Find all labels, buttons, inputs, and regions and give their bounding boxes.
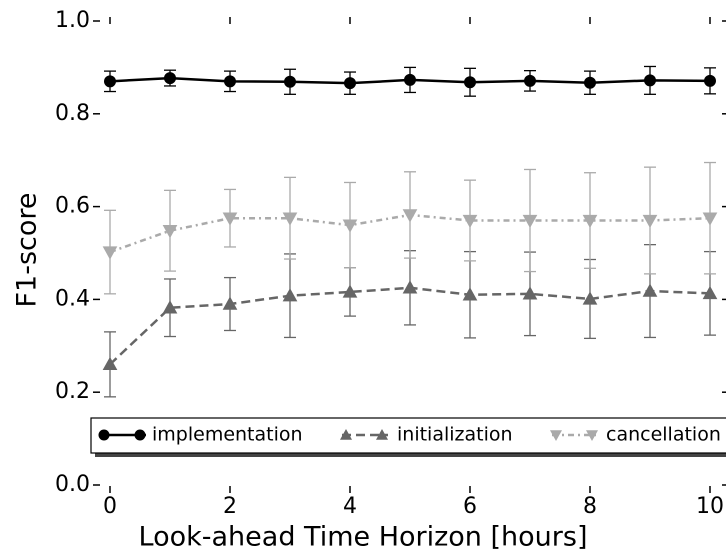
x-tick-label: 0 xyxy=(103,494,117,519)
legend-marker xyxy=(134,429,146,441)
data-point xyxy=(642,214,658,229)
x-tick-label: 2 xyxy=(223,494,237,519)
data-point xyxy=(282,288,298,302)
data-point xyxy=(342,284,358,298)
x-tick-label: 10 xyxy=(696,494,724,519)
data-point xyxy=(584,76,596,89)
y-axis-label: F1-score xyxy=(12,192,43,307)
y-tick-label: 0.6 xyxy=(55,194,90,219)
x-tick-label: 4 xyxy=(343,494,357,519)
data-point xyxy=(464,76,476,89)
legend-marker xyxy=(376,429,388,440)
legend-marker xyxy=(340,429,352,440)
data-point xyxy=(644,74,656,87)
data-point xyxy=(522,214,538,229)
data-point xyxy=(402,280,418,294)
legend-frame xyxy=(90,417,726,454)
legend-label: initialization xyxy=(397,424,513,446)
data-point xyxy=(642,283,658,297)
data-point xyxy=(222,296,238,310)
data-point xyxy=(704,74,716,87)
y-tick-label: 1.0 xyxy=(55,8,90,33)
data-point xyxy=(582,214,598,229)
legend-label: implementation xyxy=(152,424,303,446)
data-point xyxy=(284,75,296,88)
data-point xyxy=(164,72,176,85)
data-point xyxy=(524,74,536,87)
data-point xyxy=(224,75,236,88)
data-point xyxy=(582,291,598,305)
data-point xyxy=(104,75,116,88)
data-point xyxy=(402,209,418,223)
data-point xyxy=(462,287,478,301)
data-point xyxy=(222,212,238,226)
data-point xyxy=(162,300,178,314)
y-tick-label: 0.2 xyxy=(55,379,90,404)
data-point xyxy=(462,214,478,229)
data-point xyxy=(342,219,358,233)
data-point xyxy=(702,285,718,300)
data-point xyxy=(702,212,718,226)
data-point xyxy=(102,246,118,260)
y-tick-label: 0.4 xyxy=(55,286,90,311)
data-point xyxy=(404,73,416,86)
x-axis-label: Look-ahead Time Horizon [hours] xyxy=(139,522,588,553)
legend-marker xyxy=(98,429,110,441)
data-point xyxy=(102,356,118,371)
legend-label: cancellation xyxy=(606,424,721,446)
data-point xyxy=(522,286,538,300)
data-point xyxy=(344,77,356,90)
legend-marker xyxy=(586,430,598,441)
data-point xyxy=(282,212,298,226)
x-tick-label: 8 xyxy=(583,494,597,519)
data-point xyxy=(162,225,178,239)
y-tick-label: 0.0 xyxy=(55,472,90,497)
y-tick-label: 0.8 xyxy=(55,101,90,126)
x-tick-label: 6 xyxy=(463,494,477,519)
legend-marker xyxy=(550,430,562,441)
